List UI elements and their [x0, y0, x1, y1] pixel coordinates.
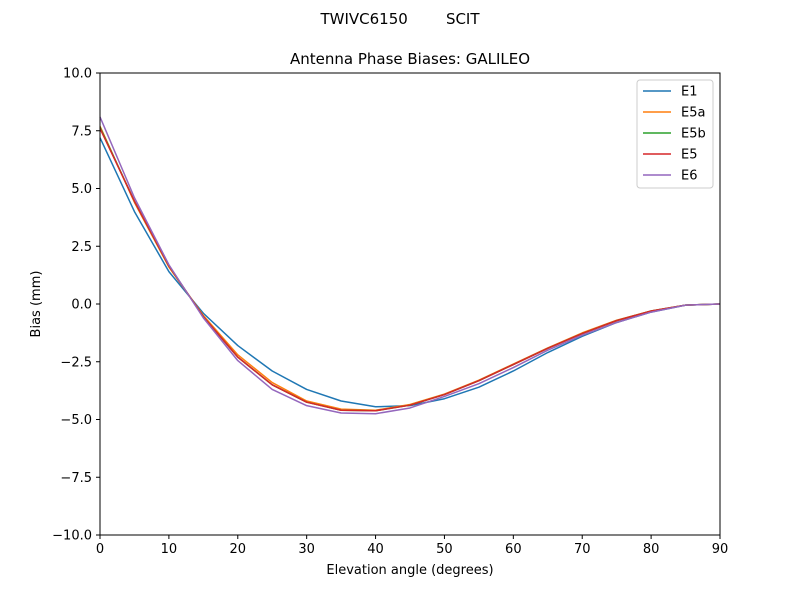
tick-layer: 0 10 20 30 40 50 60 70 80 90 −10.0 −7.5 −5.0 −2.5 0.0 2… [52, 67, 728, 558]
y-axis-label: Bias (mm) [29, 271, 44, 338]
x-axis-label: Elevation angle (degrees) [326, 563, 493, 578]
chart-suptitle: TWIVC6150 SCIT [319, 10, 480, 28]
series-line-e1 [99, 137, 721, 408]
x-tick-label: 20 [230, 542, 247, 557]
y-tick-label: 10.0 [63, 67, 92, 82]
series-line-e5b [99, 126, 721, 412]
legend-label-e5: E5 [681, 148, 698, 163]
x-tick-label: 10 [161, 542, 178, 557]
x-tick-label: 90 [712, 542, 729, 557]
series-line-e5 [99, 128, 721, 412]
legend-label-e5b: E5b [681, 127, 706, 142]
y-tick-label: −5.0 [60, 413, 92, 428]
series-line-e6 [99, 116, 721, 415]
x-tick-label: 70 [574, 542, 591, 557]
x-tick-label: 80 [643, 542, 660, 557]
y-tick-label: 0.0 [71, 298, 92, 313]
y-tick-label: −10.0 [52, 529, 92, 544]
legend-label-e5a: E5a [681, 106, 705, 121]
y-tick-label: −2.5 [60, 355, 92, 370]
x-tick-label: 0 [96, 542, 104, 557]
x-tick-label: 40 [367, 542, 384, 557]
chart-title: Antenna Phase Biases: GALILEO [290, 50, 530, 68]
series-layer [99, 116, 721, 415]
plot-frame [99, 72, 721, 536]
legend: E1 E5a E5b E5 E6 [636, 79, 714, 189]
x-tick-label: 60 [505, 542, 522, 557]
y-tick-label: −7.5 [60, 471, 92, 486]
x-tick-label: 50 [436, 542, 453, 557]
legend-box [636, 79, 714, 189]
x-tick-label: 30 [298, 542, 315, 557]
legend-label-e6: E6 [681, 169, 698, 184]
y-tick-label: 2.5 [71, 240, 92, 255]
legend-label-e1: E1 [681, 85, 698, 100]
series-line-e5a [99, 125, 721, 412]
y-tick-label: 5.0 [71, 182, 92, 197]
y-tick-label: 7.5 [71, 124, 92, 139]
